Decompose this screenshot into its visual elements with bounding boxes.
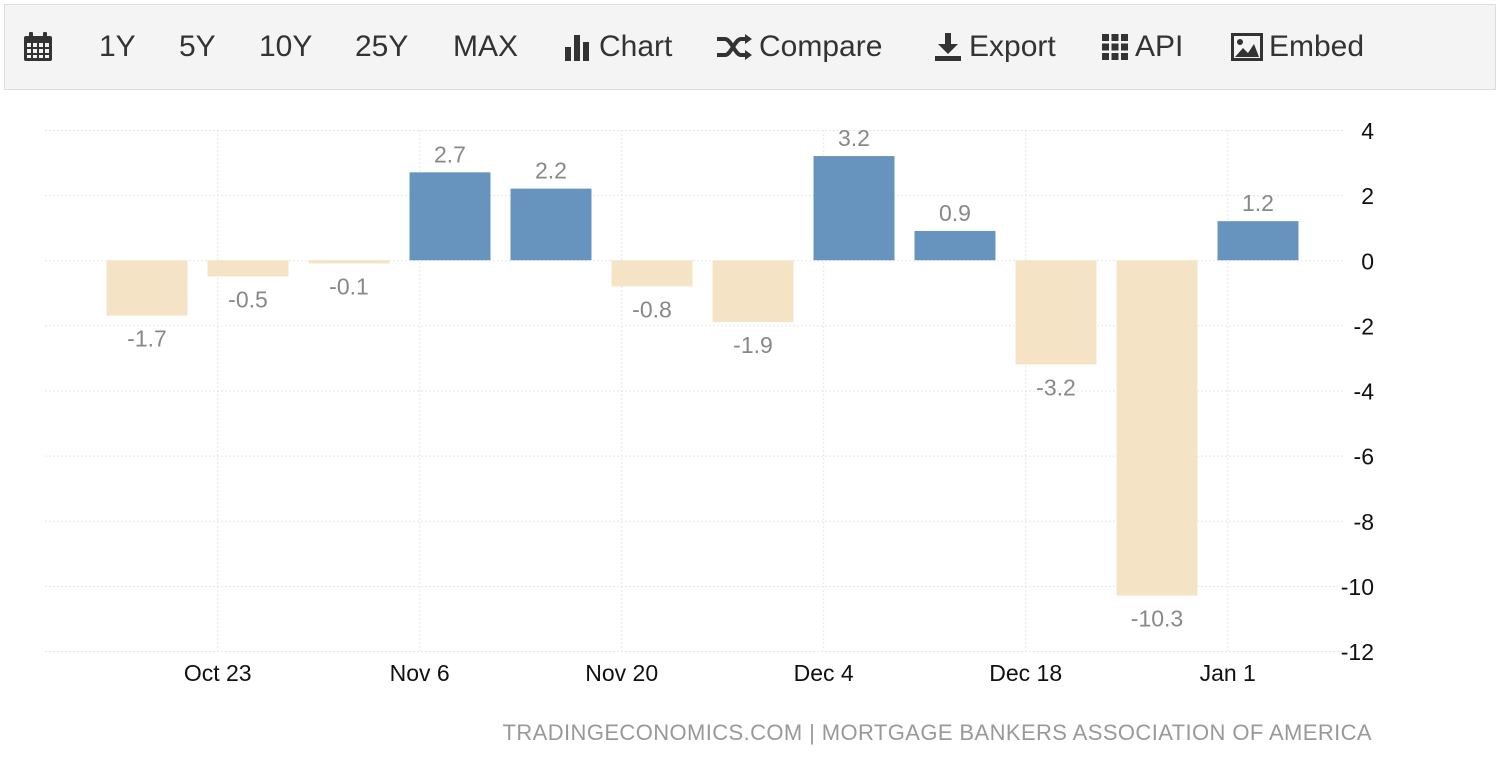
bar[interactable] [207,260,289,277]
x-tick-label: Oct 23 [184,660,252,686]
export-label: Export [969,30,1056,63]
data-label: -0.8 [632,296,672,322]
data-label: 0.9 [939,200,971,226]
x-tick-label: Dec 18 [989,660,1062,686]
y-tick-label: -4 [1354,379,1375,405]
api-button[interactable]: API [1101,5,1183,89]
data-label: 2.2 [535,158,567,184]
data-label: -10.3 [1131,606,1183,632]
data-label: -0.5 [228,287,268,313]
bar-chart-icon [565,35,589,61]
bar[interactable] [510,188,592,261]
data-labels: -1.7 -0.5 -0.1 2.7 2.2 -0.8 -1.9 3.2 0.9 -3.2 -10.… [127,125,1274,632]
bar[interactable] [1015,260,1097,365]
x-tick-label: Dec 4 [794,660,854,686]
y-tick-label: 4 [1361,118,1374,144]
range-10y-button[interactable]: 10Y [259,30,313,63]
y-tick-label: 0 [1361,248,1374,274]
bar[interactable] [712,260,794,323]
bar[interactable] [1116,260,1198,596]
compare-label: Compare [759,30,883,63]
bar[interactable] [1217,221,1299,261]
data-label: -1.7 [127,326,167,352]
range-5y-button[interactable]: 5Y [179,30,216,63]
data-label: -3.2 [1036,374,1076,400]
y-axis-ticks: 4 2 0 -2 -4 -6 -8 -10 -12 [1341,118,1374,665]
y-tick-label: -6 [1354,444,1374,470]
bar[interactable] [308,260,390,264]
api-label: API [1135,30,1184,63]
y-tick-label: 2 [1361,183,1374,209]
y-tick-label: -10 [1341,574,1374,600]
bars [106,156,1299,596]
bar[interactable] [106,260,188,316]
export-button[interactable]: Export [933,5,1056,89]
x-tick-label: Jan 1 [1200,660,1256,686]
bar[interactable] [611,260,693,287]
chart-source: TRADINGECONOMICS.COM | MORTGAGE BANKERS … [502,720,1372,745]
chart-toolbar: 1Y 5Y 10Y 25Y MAX Chart Compare Export [4,4,1496,90]
calendar-icon [24,32,52,61]
y-tick-label: -12 [1341,639,1374,665]
x-axis-ticks: Oct 23 Nov 6 Nov 20 Dec 4 Dec 18 Jan 1 [184,660,1256,686]
range-25y-button[interactable]: 25Y [355,30,409,63]
bar-chart: -1.7 -0.5 -0.1 2.7 2.2 -0.8 -1.9 3.2 0.9 -3.2 -10.… [45,118,1374,686]
data-label: 2.7 [434,141,466,167]
grid-lines [45,130,1345,652]
chart-type-button[interactable]: Chart [563,5,672,89]
grid-icon [1102,34,1128,60]
calendar-button[interactable] [23,5,53,89]
range-max-button[interactable]: MAX [453,30,519,63]
embed-label: Embed [1269,30,1365,63]
range-1y-button[interactable]: 1Y [99,30,136,63]
bar[interactable] [813,156,895,261]
embed-button[interactable]: Embed [1231,5,1364,89]
data-label: 3.2 [838,125,870,151]
y-tick-label: -2 [1354,313,1374,339]
y-tick-label: -8 [1354,509,1374,535]
x-tick-label: Nov 20 [585,660,658,686]
bar[interactable] [914,230,996,261]
data-label: 1.2 [1242,190,1274,216]
download-icon [935,33,961,61]
data-label: -0.1 [329,274,369,300]
image-icon [1231,33,1263,61]
shuffle-icon [717,34,752,60]
compare-button[interactable]: Compare [715,5,882,89]
data-label: -1.9 [733,332,773,358]
chart-label: Chart [599,30,673,63]
bar[interactable] [409,172,491,261]
x-tick-label: Nov 6 [390,660,450,686]
